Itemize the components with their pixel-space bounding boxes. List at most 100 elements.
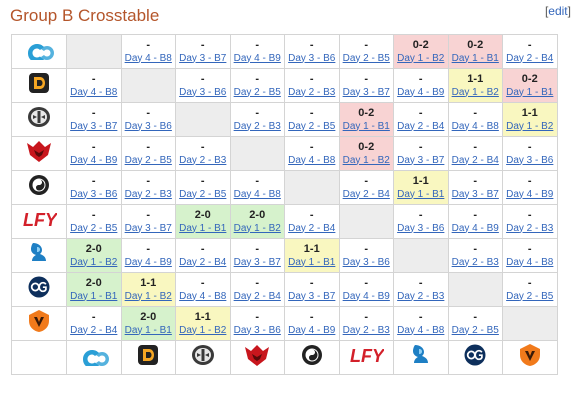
table-row: - Day 3 - B7- Day 3 - B6- Day 2 - B3- Day 2 … [11,102,558,137]
match-day-link[interactable]: Day 1 - B2 [342,154,390,166]
match-day-link[interactable]: Day 2 - B3 [288,86,336,98]
match-day-link[interactable]: Day 4 - B9 [342,290,390,302]
match-day-link[interactable]: Day 3 - B7 [342,86,390,98]
match-day-link[interactable]: Day 2 - B3 [342,324,390,336]
match-cell: 1-1 Day 1 - B2 [447,68,503,103]
match-day-link[interactable]: Day 1 - B2 [124,290,172,302]
match-day-link[interactable]: Day 2 - B4 [451,154,499,166]
row-team-logo[interactable] [11,102,67,137]
edit-link-wrapper[interactable]: [edit] [544,4,571,18]
match-day-link[interactable]: Day 4 - B9 [397,86,445,98]
column-team-logo[interactable]: LFY [338,340,394,375]
match-day-link[interactable]: Day 1 - B2 [70,256,118,268]
match-day-link[interactable]: Day 2 - B4 [70,324,118,336]
match-day-link[interactable]: Day 2 - B3 [397,290,445,302]
match-day-link[interactable]: Day 1 - B2 [451,86,499,98]
match-cell: - Day 4 - B9 [120,238,176,273]
match-day-link[interactable]: Day 3 - B6 [70,188,118,200]
match-day-link[interactable]: Day 1 - B2 [233,222,281,234]
row-team-logo[interactable] [11,136,67,171]
match-day-link[interactable]: Day 2 - B4 [233,290,281,302]
match-day-link[interactable]: Day 3 - B7 [233,256,281,268]
match-day-link[interactable]: Day 4 - B8 [124,52,172,64]
table-row: - Day 4 - B8- Day 3 - B7- Day 4 - B9- Day 3 … [11,34,558,69]
match-day-link[interactable]: Day 2 - B4 [397,120,445,132]
match-day-link[interactable]: Day 2 - B5 [506,290,554,302]
match-day-link[interactable]: Day 2 - B5 [451,324,499,336]
match-day-link[interactable]: Day 3 - B6 [506,154,554,166]
match-day-link[interactable]: Day 2 - B4 [288,222,336,234]
match-day-link[interactable]: Day 2 - B5 [179,188,227,200]
match-day-link[interactable]: Day 4 - B8 [288,154,336,166]
match-day-link[interactable]: Day 4 - B9 [451,222,499,234]
match-score: 2-0 [194,208,211,221]
column-team-logo[interactable] [175,340,231,375]
match-day-link[interactable]: Day 4 - B8 [179,290,227,302]
match-day-link[interactable]: Day 1 - B1 [124,324,172,336]
match-day-link[interactable]: Day 3 - B7 [451,188,499,200]
row-team-logo[interactable]: LFY [11,204,67,239]
column-team-logo[interactable] [229,340,285,375]
match-day-link[interactable]: Day 3 - B6 [233,324,281,336]
row-team-logo[interactable] [11,272,67,307]
match-cell: - Day 2 - B3 [120,170,176,205]
match-day-link[interactable]: Day 3 - B7 [70,120,118,132]
column-team-logo[interactable] [393,340,449,375]
match-day-link[interactable]: Day 3 - B7 [124,222,172,234]
match-day-link[interactable]: Day 1 - B2 [397,52,445,64]
match-day-link[interactable]: Day 2 - B3 [506,222,554,234]
match-day-link[interactable]: Day 2 - B5 [124,154,172,166]
row-team-logo[interactable] [11,34,67,69]
match-day-link[interactable]: Day 2 - B3 [233,120,281,132]
match-day-link[interactable]: Day 1 - B2 [506,120,554,132]
match-day-link[interactable]: Day 1 - B1 [451,52,499,64]
edit-link[interactable]: edit [548,4,568,18]
match-day-link[interactable]: Day 1 - B1 [179,222,227,234]
match-day-link[interactable]: Day 3 - B6 [288,52,336,64]
match-day-link[interactable]: Day 1 - B1 [342,120,390,132]
match-day-link[interactable]: Day 4 - B8 [397,324,445,336]
match-day-link[interactable]: Day 2 - B4 [342,188,390,200]
virtuspro-logo-icon [26,310,52,338]
column-team-logo[interactable] [66,340,122,375]
match-day-link[interactable]: Day 2 - B3 [124,188,172,200]
match-day-link[interactable]: Day 1 - B1 [288,256,336,268]
column-team-logo[interactable] [447,340,503,375]
match-day-link[interactable]: Day 1 - B1 [397,188,445,200]
row-team-logo[interactable] [11,68,67,103]
row-team-logo[interactable] [11,306,67,341]
match-day-link[interactable]: Day 4 - B9 [506,188,554,200]
match-day-link[interactable]: Day 2 - B5 [342,52,390,64]
match-day-link[interactable]: Day 1 - B1 [506,86,554,98]
match-day-link[interactable]: Day 3 - B7 [397,154,445,166]
match-day-link[interactable]: Day 4 - B8 [70,86,118,98]
match-day-link[interactable]: Day 4 - B9 [233,52,281,64]
match-day-link[interactable]: Day 4 - B9 [288,324,336,336]
match-day-link[interactable]: Day 2 - B5 [288,120,336,132]
match-day-link[interactable]: Day 3 - B6 [397,222,445,234]
match-day-link[interactable]: Day 4 - B9 [70,154,118,166]
match-day-link[interactable]: Day 4 - B8 [451,120,499,132]
match-day-link[interactable]: Day 2 - B3 [179,154,227,166]
match-day-link[interactable]: Day 1 - B1 [70,290,118,302]
match-day-link[interactable]: Day 4 - B8 [233,188,281,200]
match-day-link[interactable]: Day 4 - B9 [124,256,172,268]
column-team-logo[interactable] [120,340,176,375]
row-team-logo[interactable] [11,238,67,273]
match-day-link[interactable]: Day 2 - B5 [233,86,281,98]
match-day-link[interactable]: Day 3 - B6 [342,256,390,268]
match-day-link[interactable]: Day 3 - B6 [124,120,172,132]
match-day-link[interactable]: Day 2 - B4 [506,52,554,64]
match-day-link[interactable]: Day 2 - B3 [451,256,499,268]
row-team-logo[interactable] [11,170,67,205]
match-day-link[interactable]: Day 3 - B7 [288,290,336,302]
match-cell: 1-1 Day 1 - B1 [393,170,449,205]
match-day-link[interactable]: Day 3 - B7 [179,52,227,64]
match-day-link[interactable]: Day 1 - B2 [179,324,227,336]
match-day-link[interactable]: Day 2 - B5 [70,222,118,234]
column-team-logo[interactable] [284,340,340,375]
match-day-link[interactable]: Day 2 - B4 [179,256,227,268]
match-day-link[interactable]: Day 4 - B8 [506,256,554,268]
column-team-logo[interactable] [502,340,558,375]
match-day-link[interactable]: Day 3 - B6 [179,86,227,98]
